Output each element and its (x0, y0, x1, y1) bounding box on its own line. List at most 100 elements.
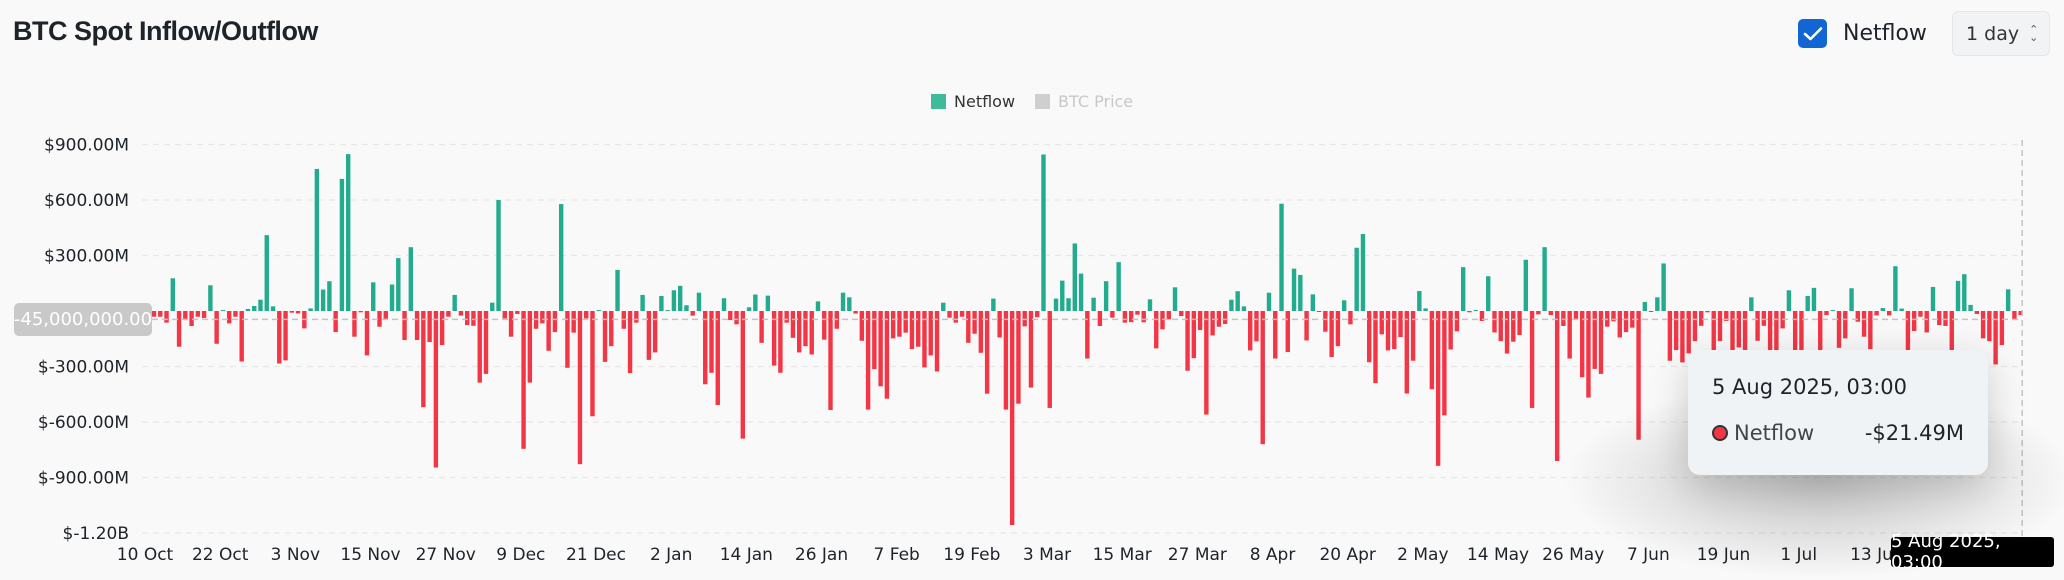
bar-outflow (1329, 311, 1334, 358)
bar-outflow (2012, 311, 2017, 321)
bar-inflow (1655, 297, 1660, 311)
bar-outflow (1285, 311, 1290, 353)
bar-outflow (1987, 311, 1992, 342)
bar-outflow (226, 311, 232, 324)
bar-outflow (427, 311, 432, 343)
bar-outflow (1767, 311, 1773, 351)
bar-outflow (634, 311, 639, 323)
bar-outflow (602, 311, 608, 362)
bar-outflow (358, 311, 363, 313)
bar-inflow (847, 297, 852, 311)
bar-outflow (1454, 311, 1460, 332)
bar-inflow (1072, 243, 1078, 311)
bar-outflow (1492, 311, 1497, 333)
bar-outflow (508, 311, 514, 337)
bar-outflow (377, 311, 382, 327)
bar-inflow (640, 294, 645, 311)
bar-inflow (1091, 297, 1096, 311)
bar-inflow (1930, 286, 1936, 311)
bar-outflow (1410, 311, 1416, 361)
bar-outflow (1911, 311, 1917, 331)
bar-inflow (264, 235, 269, 311)
legend-item-btc-price[interactable]: BTC Price (1035, 92, 1133, 111)
bar-outflow (916, 311, 921, 347)
bar-inflow (1060, 280, 1065, 311)
bar-inflow (721, 298, 727, 311)
series-dot-icon (1712, 425, 1728, 441)
bar-inflow (659, 296, 664, 311)
bar-outflow (1924, 311, 1929, 333)
bar-outflow (1210, 311, 1215, 336)
bar-outflow (909, 311, 915, 350)
bar-inflow (1172, 287, 1178, 311)
legend-item-netflow[interactable]: Netflow (931, 92, 1015, 111)
bar-outflow (1122, 311, 1128, 323)
bar-outflow (1254, 311, 1259, 342)
bar-outflow (784, 311, 789, 323)
bar-inflow (1968, 304, 1973, 311)
bar-outflow (1335, 311, 1341, 347)
bar-inflow (1893, 266, 1898, 311)
bar-inflow (1298, 274, 1303, 311)
bar-inflow (1486, 276, 1491, 311)
bar-outflow (922, 311, 927, 368)
bar-outflow (465, 311, 470, 326)
bar-inflow (1523, 259, 1529, 311)
bar-outflow (1128, 311, 1134, 323)
bar-outflow (1623, 311, 1629, 333)
bar-outflow (1204, 311, 1209, 415)
x-tick-label: 13 Jul (1850, 545, 1898, 565)
bar-outflow (790, 311, 796, 338)
bar-outflow (1724, 311, 1729, 321)
bar-outflow (1705, 311, 1710, 313)
bar-outflow (1479, 311, 1485, 321)
bar-outflow (584, 311, 589, 319)
bar-outflow (1097, 311, 1103, 326)
interval-select[interactable]: 1 day ⌃ ⌄ (1952, 11, 2050, 56)
bar-outflow (759, 311, 764, 343)
bar-outflow (1367, 311, 1372, 363)
bar-inflow (308, 308, 313, 311)
bar-outflow (1529, 311, 1535, 408)
x-tick-label: 20 Apr (1319, 545, 1375, 565)
checkbox-checked-icon[interactable] (1798, 19, 1827, 48)
bar-outflow (859, 311, 865, 341)
bar-outflow (1373, 311, 1378, 384)
bar-outflow (1886, 311, 1892, 316)
bar-outflow (233, 311, 238, 317)
bar-outflow (1792, 311, 1798, 351)
bar-outflow (458, 311, 464, 316)
bar-outflow (414, 311, 420, 341)
bar-outflow (333, 311, 338, 333)
bar-outflow (947, 311, 952, 318)
bar-outflow (201, 311, 207, 319)
bar-inflow (1749, 297, 1754, 311)
bar-inflow (408, 247, 414, 311)
bar-inflow (452, 294, 457, 311)
bar-outflow (1573, 311, 1579, 320)
bar-outflow (1611, 311, 1616, 322)
bar-outflow (577, 311, 583, 465)
bar-outflow (884, 311, 890, 399)
bar-outflow (283, 311, 288, 361)
bar-inflow (1341, 300, 1347, 311)
x-tick-label: 3 Nov (271, 545, 320, 565)
bar-outflow (703, 311, 708, 385)
bar-inflow (753, 294, 758, 311)
bar-outflow (1843, 311, 1848, 339)
bar-inflow (1235, 291, 1240, 311)
crosshair-x-label: 5 Aug 2025, 03:00 (1891, 531, 2054, 573)
x-tick-label: 14 Jan (720, 545, 773, 565)
bar-inflow (840, 292, 846, 311)
bar-outflow (715, 311, 720, 405)
bar-inflow (1241, 306, 1247, 311)
bar-outflow (1692, 311, 1698, 342)
netflow-toggle[interactable]: Netflow (1798, 19, 1927, 48)
bar-outflow (809, 311, 814, 355)
bar-outflow (176, 311, 182, 347)
bar-outflow (1561, 311, 1566, 326)
bar-inflow (1053, 298, 1059, 311)
bar-outflow (897, 311, 902, 337)
bar-outflow (1974, 311, 1980, 314)
